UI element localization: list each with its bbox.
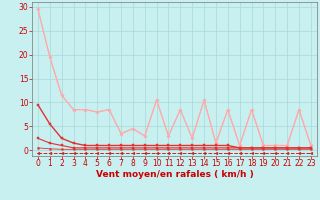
X-axis label: Vent moyen/en rafales ( km/h ): Vent moyen/en rafales ( km/h ) [96, 170, 253, 179]
